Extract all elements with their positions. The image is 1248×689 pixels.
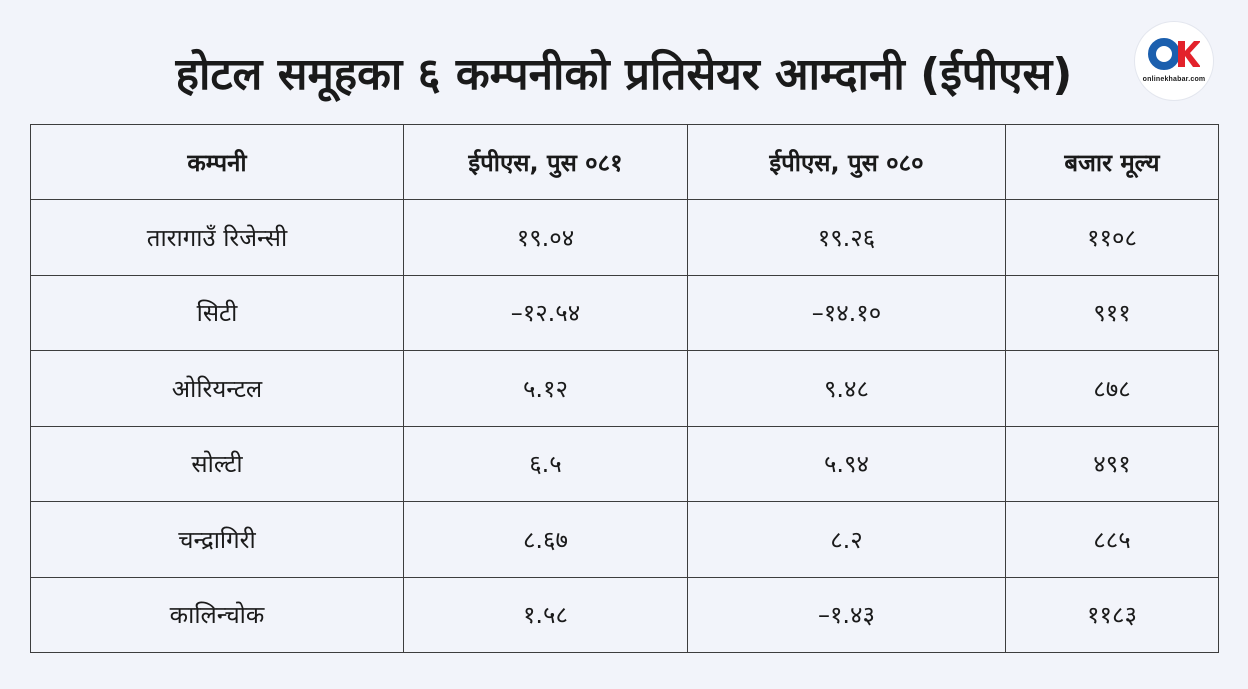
eps-081-cell: ८.६७	[403, 501, 688, 578]
table-header-row: कम्पनी ईपीएस, पुस ०८१ ईपीएस, पुस ०८० बजा…	[30, 124, 1219, 200]
table-row: चन्द्रागिरी ८.६७ ८.२ ८८५	[30, 501, 1219, 578]
eps-080-cell: –१४.१०	[687, 274, 1006, 351]
table-row: तारागाउँ रिजेन्सी १९.०४ १९.२६ ११०८	[30, 199, 1219, 276]
eps-081-cell: ६.५	[403, 425, 688, 502]
table-row: सिटी –१२.५४ –१४.१० ९११	[30, 274, 1219, 351]
company-name-cell: कालिन्चोक	[30, 576, 404, 653]
eps-080-cell: ५.९४	[687, 425, 1006, 502]
market-price-cell: ४९१	[1005, 425, 1219, 502]
table-row: कालिन्चोक १.५८ –१.४३ ११८३	[30, 576, 1219, 653]
logo-tagline: onlinekhabar.com	[1142, 76, 1206, 83]
onlinekhabar-logo: onlinekhabar.com	[1135, 22, 1213, 100]
page-title: होटल समूहका ६ कम्पनीको प्रतिसेयर आम्दानी…	[175, 49, 1073, 100]
eps-080-cell: १९.२६	[687, 199, 1006, 276]
column-header-eps-poush-080: ईपीएस, पुस ०८०	[687, 124, 1006, 200]
market-price-cell: ९११	[1005, 274, 1219, 351]
eps-table: कम्पनी ईपीएस, पुस ०८१ ईपीएस, पुस ०८० बजा…	[30, 124, 1219, 653]
market-price-cell: ८७८	[1005, 350, 1219, 427]
column-header-eps-poush-081: ईपीएस, पुस ०८१	[403, 124, 688, 200]
eps-080-cell: –१.४३	[687, 576, 1006, 653]
company-name-cell: चन्द्रागिरी	[30, 501, 404, 578]
table-row: ओरियन्टल ५.१२ ९.४८ ८७८	[30, 350, 1219, 427]
eps-081-cell: १.५८	[403, 576, 688, 653]
market-price-cell: ११०८	[1005, 199, 1219, 276]
eps-081-cell: १९.०४	[403, 199, 688, 276]
onlinekhabar-logo-icon	[1148, 38, 1200, 70]
column-header-company: कम्पनी	[30, 124, 404, 200]
eps-080-cell: ९.४८	[687, 350, 1006, 427]
company-name-cell: सोल्टी	[30, 425, 404, 502]
table-row: सोल्टी ६.५ ५.९४ ४९१	[30, 425, 1219, 502]
column-header-market-price: बजार मूल्य	[1005, 124, 1219, 200]
market-price-cell: ११८३	[1005, 576, 1219, 653]
eps-081-cell: –१२.५४	[403, 274, 688, 351]
company-name-cell: ओरियन्टल	[30, 350, 404, 427]
eps-080-cell: ८.२	[687, 501, 1006, 578]
company-name-cell: तारागाउँ रिजेन्सी	[30, 199, 404, 276]
company-name-cell: सिटी	[30, 274, 404, 351]
eps-081-cell: ५.१२	[403, 350, 688, 427]
market-price-cell: ८८५	[1005, 501, 1219, 578]
